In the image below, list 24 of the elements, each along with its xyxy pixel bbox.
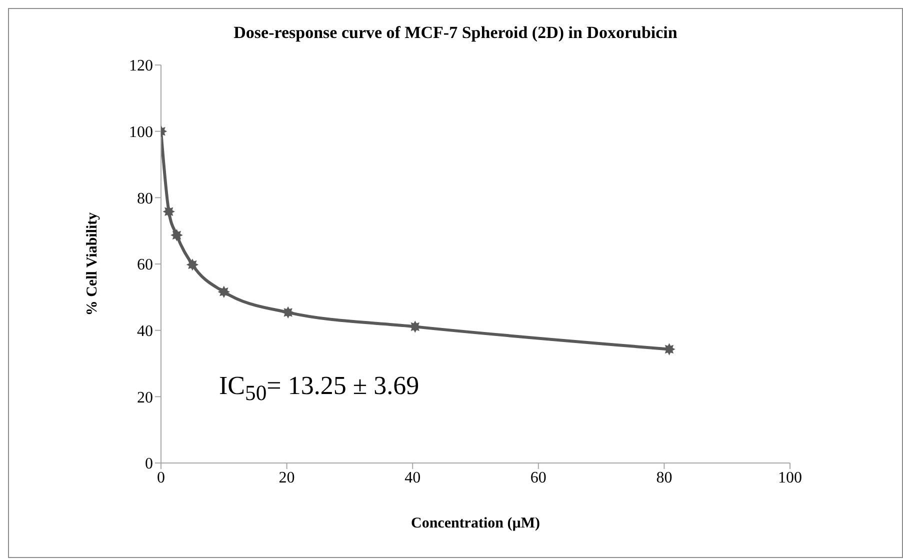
annotation: IC$_{50}$= 13.25 ± 3.69 bbox=[219, 371, 420, 406]
y-tick-label: 80 bbox=[137, 190, 153, 208]
point bbox=[282, 306, 294, 318]
y-tick-label: 20 bbox=[137, 389, 153, 406]
x-tick-label: 100 bbox=[778, 469, 802, 486]
point bbox=[218, 286, 230, 298]
y-tick-label: 120 bbox=[129, 58, 153, 75]
x-tick-label: 20 bbox=[278, 469, 295, 486]
point bbox=[163, 206, 174, 218]
point bbox=[171, 230, 182, 241]
chart-title: Dose-response curve of MCF-7 Spheroid (2D) in Doxorubicin bbox=[232, 23, 678, 43]
y-tick-label: 0 bbox=[145, 456, 153, 473]
point bbox=[186, 259, 198, 270]
y-tick-label: 40 bbox=[137, 323, 153, 340]
y-tick-label: 100 bbox=[129, 124, 153, 142]
y-axis-title: % Cell Viability bbox=[84, 212, 100, 316]
point bbox=[410, 321, 421, 332]
point bbox=[664, 344, 675, 355]
x-tick-label: 80 bbox=[656, 469, 672, 486]
x-tick-label: 0 bbox=[157, 469, 165, 486]
x-tick-label: 40 bbox=[404, 469, 421, 486]
y-tick-label: 60 bbox=[137, 256, 153, 274]
x-tick-label: 60 bbox=[530, 469, 546, 486]
x-axis-title: Concentration (µM) bbox=[410, 516, 540, 532]
